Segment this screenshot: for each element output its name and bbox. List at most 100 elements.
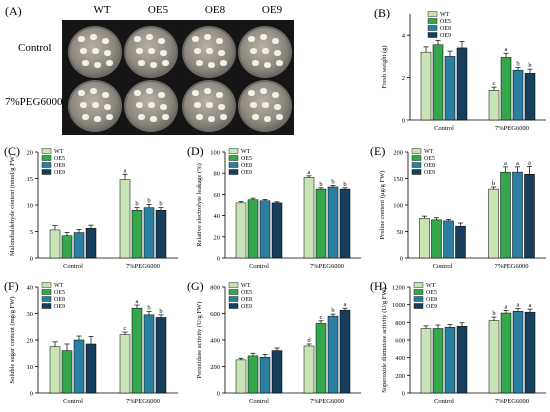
y-tick-label: 60: [214, 192, 221, 199]
legend-swatch: [41, 296, 52, 302]
legend-label: OE8: [424, 163, 435, 169]
significance-letter: b: [343, 181, 346, 188]
photo-row-label: Control: [18, 42, 52, 54]
legend-label: WT: [424, 149, 434, 155]
seedling: [138, 114, 145, 120]
seedling: [204, 34, 211, 40]
bar: [85, 228, 97, 259]
seedling: [208, 116, 215, 122]
panel-letter: (F): [4, 279, 19, 293]
significance-letter: b: [319, 181, 322, 188]
seedling: [162, 114, 169, 120]
bar: [155, 317, 167, 394]
bar: [455, 225, 466, 259]
legend-swatch: [228, 282, 239, 288]
significance-letter: a: [124, 167, 127, 174]
legend-label: WT: [426, 283, 436, 289]
seedling: [264, 62, 271, 68]
bar: [524, 73, 536, 121]
chart-proline: (E) 0 50 100 150 200 Proline content (µg/g FW)…: [370, 144, 546, 270]
seedling: [264, 116, 271, 122]
legend-swatch: [228, 162, 239, 168]
bar: [512, 311, 524, 394]
significance-letter: c: [493, 80, 496, 87]
photo-column-label: WT: [93, 4, 111, 16]
photo-panel: (A) WT OE5 OE8 OE9 Control 7%PEG6000: [0, 0, 300, 136]
seedling: [276, 60, 283, 66]
seedling: [216, 38, 223, 44]
legend-swatch: [411, 162, 422, 168]
photo-column-label: OE5: [147, 4, 169, 16]
bar: [61, 235, 73, 259]
legend-swatch: [411, 155, 422, 161]
bar: [143, 207, 155, 259]
x-tick-label: 7%PEG6000: [126, 263, 160, 270]
y-tick-label: 800: [395, 320, 405, 327]
petri-dish: [68, 26, 122, 78]
legend-label: WT: [440, 12, 450, 18]
legend-label: OE8: [241, 163, 252, 169]
x-tick-label: Control: [249, 263, 269, 270]
bar: [61, 350, 73, 394]
y-tick-label: 10: [27, 203, 34, 210]
petri-dish: [182, 26, 236, 78]
y-axis-label: Soluble sugar content (mg/g FW): [9, 296, 16, 383]
significance-letter: b: [492, 310, 495, 317]
legend-swatch: [427, 11, 438, 17]
seedling: [196, 60, 203, 66]
bar: [512, 171, 523, 259]
seedling: [150, 62, 157, 68]
seedling: [136, 48, 143, 54]
seedling: [220, 114, 227, 120]
legend-swatch: [41, 282, 52, 288]
bar: [315, 188, 327, 259]
seedling: [206, 48, 213, 54]
seedling: [262, 48, 269, 54]
bar: [443, 220, 454, 259]
significance-letter: a: [504, 160, 507, 167]
y-axis-label: Superoxide dismutase activity (U/g FW): [381, 287, 388, 392]
y-tick-label: 5: [30, 229, 33, 236]
seedling: [208, 62, 215, 68]
significance-letter: b: [159, 201, 162, 208]
legend-swatch: [427, 18, 438, 24]
photo-row-label: 7%PEG6000: [5, 96, 63, 108]
significance-letter: a: [528, 159, 531, 166]
y-axis-label: Peroxidase activity (U/g FW): [196, 302, 203, 379]
bar: [235, 359, 247, 394]
bar: [271, 202, 283, 259]
x-tick-label: Control: [63, 263, 83, 270]
bar: [524, 174, 535, 259]
seedling: [146, 88, 153, 94]
legend-label: OE5: [426, 290, 437, 296]
legend-swatch: [413, 289, 424, 295]
legend-label: OE8: [426, 297, 437, 303]
x-tick-label: 7%PEG6000: [495, 398, 529, 405]
legend-label: OE9: [241, 170, 252, 176]
y-tick-label: 200: [395, 373, 405, 380]
bar: [488, 188, 499, 259]
petri-dish: [68, 80, 122, 132]
bar: [327, 186, 339, 259]
panel-letter: (D): [187, 144, 204, 158]
significance-letter: b: [331, 307, 334, 314]
significance-letter: b: [135, 201, 138, 208]
significance-letter: b: [516, 61, 519, 68]
legend-label: WT: [54, 149, 64, 155]
seedling: [90, 34, 97, 40]
bar: [85, 343, 97, 394]
y-tick-label: 0: [402, 391, 405, 398]
significance-letter: b: [528, 62, 531, 69]
bar: [259, 356, 271, 394]
petri-dish: [124, 26, 178, 78]
seedling: [148, 102, 155, 108]
legend-swatch: [427, 32, 438, 38]
significance-letter: a: [136, 298, 139, 305]
significance-letter: b: [147, 197, 150, 204]
y-axis-label: Fresh weight (g): [381, 46, 388, 89]
legend-swatch: [427, 25, 438, 31]
bar: [73, 232, 85, 259]
y-tick-label: 1000: [392, 302, 405, 309]
significance-letter: b: [331, 179, 334, 186]
significance-letter: c: [320, 314, 323, 321]
